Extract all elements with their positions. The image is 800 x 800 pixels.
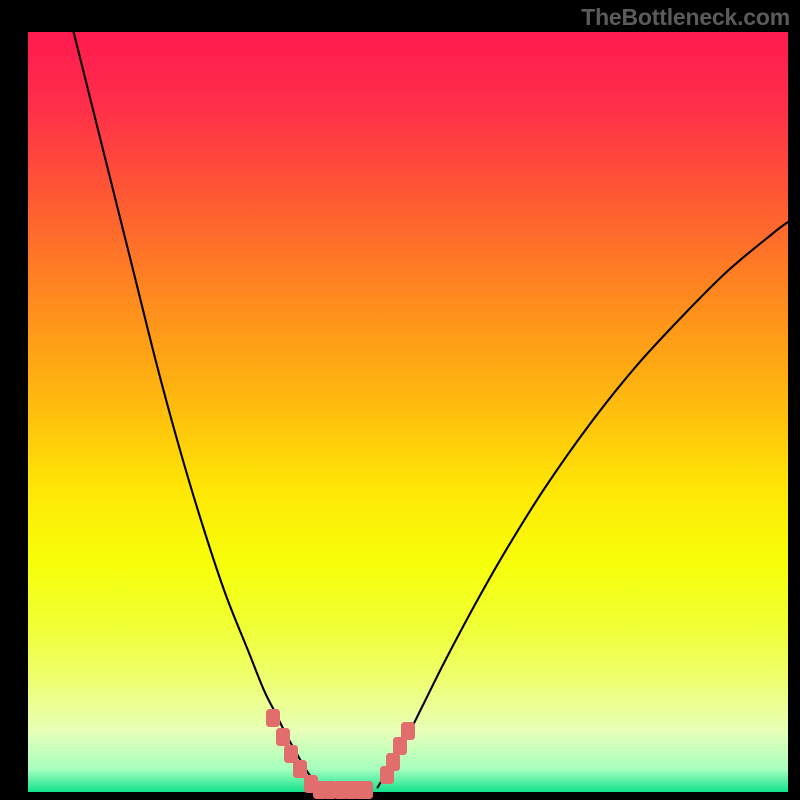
attribution-watermark: TheBottleneck.com — [581, 4, 790, 31]
plot-area — [28, 32, 788, 792]
marker-left — [276, 728, 290, 746]
marker-left — [359, 781, 373, 799]
curve-right — [378, 222, 788, 787]
marker-right — [401, 722, 415, 740]
curve-left — [74, 32, 321, 787]
curve-layer — [28, 32, 788, 792]
chart-canvas: TheBottleneck.com — [0, 0, 800, 800]
marker-left — [266, 709, 280, 727]
